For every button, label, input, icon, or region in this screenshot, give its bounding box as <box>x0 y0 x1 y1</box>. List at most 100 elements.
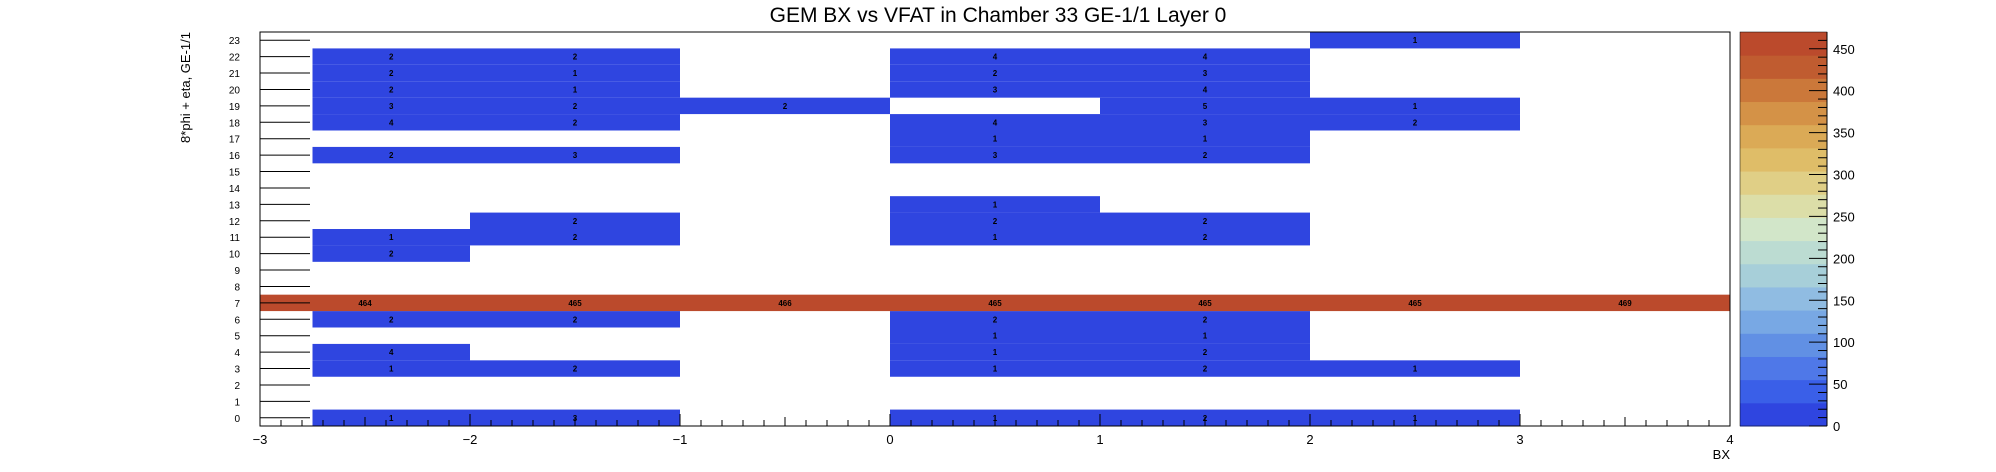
cell-value-label: 1 <box>389 365 394 374</box>
cell-value-label: 4 <box>993 53 998 62</box>
x-tick-label: 0 <box>886 432 893 447</box>
palette-band <box>1740 147 1827 172</box>
y-tick-label: 8 <box>234 282 240 293</box>
heatmap-cell <box>470 97 680 115</box>
cell-value-label: 2 <box>993 69 998 78</box>
cell-value-label: 3 <box>389 102 394 111</box>
chart-title: GEM BX vs VFAT in Chamber 33 GE-1/1 Laye… <box>770 4 1227 27</box>
cell-value-label: 4 <box>993 118 998 127</box>
z-tick-label: 150 <box>1833 293 1855 308</box>
heatmap-cell <box>890 48 1100 65</box>
cell-value-label: 2 <box>389 85 394 94</box>
heatmap-cell <box>1100 212 1310 229</box>
y-tick-label: 5 <box>234 332 240 343</box>
z-tick-label: 200 <box>1833 251 1855 266</box>
palette-band <box>1740 78 1827 103</box>
cell-value-label: 1 <box>993 200 998 209</box>
z-tick-label: 350 <box>1833 126 1855 141</box>
y-tick-label: 13 <box>229 200 241 211</box>
heatmap-cell <box>1100 343 1310 361</box>
heatmap-cell <box>1100 48 1310 65</box>
palette-band <box>1740 263 1827 288</box>
cell-value-label: 465 <box>1408 299 1422 308</box>
y-tick-label: 3 <box>234 365 240 376</box>
palette-band <box>1740 402 1827 427</box>
y-tick-label: 9 <box>234 266 240 277</box>
cell-value-label: 469 <box>1618 299 1632 308</box>
heatmap-cell <box>312 81 470 98</box>
cell-value-label: 1 <box>993 135 998 144</box>
heatmap-cell <box>1100 146 1310 164</box>
palette-band <box>1740 55 1827 79</box>
heatmap-cell <box>312 245 470 262</box>
cell-value-label: 2 <box>1203 217 1208 226</box>
cell-value-label: 2 <box>1203 348 1208 357</box>
cell-value-label: 2 <box>389 151 394 160</box>
x-tick-label: 3 <box>1516 432 1523 447</box>
x-axis: −3 −2 −1 0 1 2 3 4 <box>253 414 1734 447</box>
cell-value-label: 2 <box>573 53 578 62</box>
heatmap-cell <box>890 64 1100 82</box>
cell-value-label: 2 <box>389 250 394 259</box>
heatmap-cell <box>312 343 470 361</box>
heatmap-cell <box>1310 114 1520 131</box>
palette-band <box>1740 240 1827 265</box>
cell-value-label: 4 <box>389 118 394 127</box>
y-tick-label: 10 <box>229 250 241 261</box>
heatmap-cell <box>1100 229 1310 246</box>
cell-value-label: 1 <box>389 414 394 423</box>
heatmap-cell <box>470 360 680 377</box>
cell-value-label: 2 <box>573 217 578 226</box>
y-tick-label: 0 <box>234 414 240 425</box>
cell-value-label: 465 <box>988 299 1002 308</box>
z-tick-label: 300 <box>1833 168 1855 183</box>
heatmap-cell <box>312 229 470 246</box>
color-palette <box>1739 31 1828 427</box>
y-tick-label: 2 <box>234 381 240 392</box>
cell-value-label: 464 <box>358 299 372 308</box>
heatmap-cell <box>1100 360 1310 377</box>
heatmap-cell <box>890 294 1100 312</box>
heatmap-cell <box>470 81 680 98</box>
y-tick-label: 4 <box>234 348 240 359</box>
palette-band <box>1740 32 1827 56</box>
cell-value-label: 4 <box>389 348 394 357</box>
heatmap-cell <box>1100 97 1310 115</box>
z-tick-label: 400 <box>1833 84 1855 99</box>
cell-value-label: 2 <box>573 102 578 111</box>
heatmap-cell <box>312 360 470 377</box>
heatmap-cell <box>890 130 1100 147</box>
heatmap-cell <box>890 229 1100 246</box>
heatmap-cell <box>312 409 470 426</box>
heatmap-cell <box>312 114 470 131</box>
cell-value-label: 2 <box>1203 151 1208 160</box>
z-tick-label: 50 <box>1833 377 1847 392</box>
heatmap-cell <box>470 294 680 312</box>
cell-value-label: 465 <box>1198 299 1212 308</box>
cell-value-label: 3 <box>573 151 578 160</box>
heatmap-cell <box>1100 81 1310 98</box>
y-tick-label: 22 <box>229 53 241 64</box>
y-tick-label: 19 <box>229 102 241 113</box>
cell-value-label: 2 <box>993 217 998 226</box>
cell-value-label: 1 <box>993 365 998 374</box>
y-tick-label: 12 <box>229 217 241 228</box>
heatmap-cell <box>890 360 1100 377</box>
heatmap-cell <box>890 311 1100 328</box>
heatmap-cell <box>1520 294 1730 312</box>
palette-band <box>1740 310 1827 334</box>
cell-value-label: 2 <box>389 53 394 62</box>
heatmap-cells: 1 3 1 2 1 1 2 1 2 1 4 1 2 1 1 2 2 2 2 464 465 466 465 465 465 469… <box>260 32 1730 426</box>
cell-value-label: 2 <box>1413 118 1418 127</box>
heatmap-cell <box>312 311 470 328</box>
palette-band <box>1740 333 1827 357</box>
heatmap-cell <box>1310 32 1520 49</box>
heatmap-cell <box>1100 114 1310 131</box>
heatmap-cell <box>470 48 680 65</box>
heatmap-cell <box>470 311 680 328</box>
cell-value-label: 1 <box>993 332 998 341</box>
y-tick-label: 1 <box>234 397 240 408</box>
heatmap-cell <box>890 81 1100 98</box>
